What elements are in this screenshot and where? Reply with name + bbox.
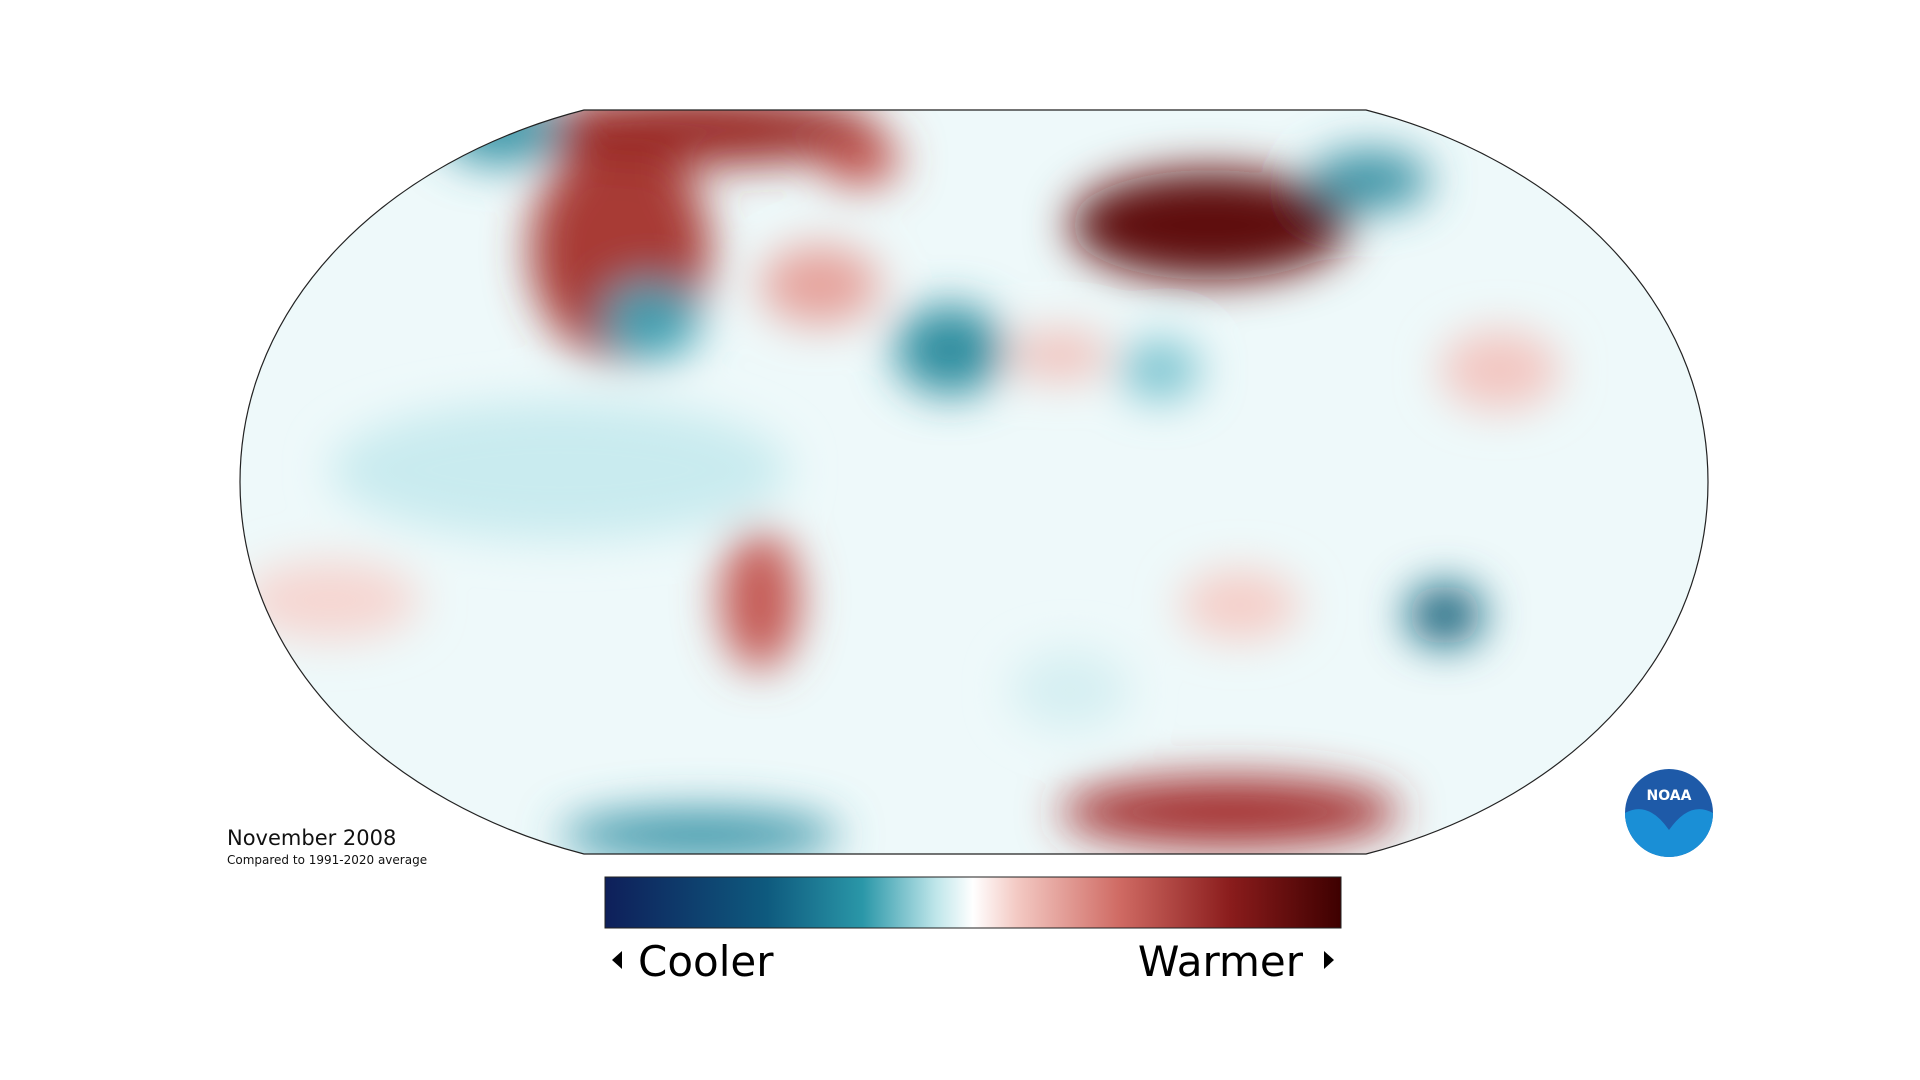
logo-text: NOAA	[1647, 788, 1692, 804]
noaa-logo: NOAA	[1625, 769, 1713, 857]
map-outline	[239, 109, 1709, 855]
legend-high-label: Warmer	[1138, 937, 1304, 986]
legend-low-label: Cooler	[638, 937, 774, 986]
map-body	[240, 110, 1708, 854]
arrow-right	[1324, 951, 1334, 969]
map-subtitle: Compared to 1991-2020 average	[227, 853, 427, 867]
arrow-left	[612, 951, 622, 969]
color-bar	[604, 876, 1342, 929]
map-title: November 2008	[227, 826, 396, 850]
